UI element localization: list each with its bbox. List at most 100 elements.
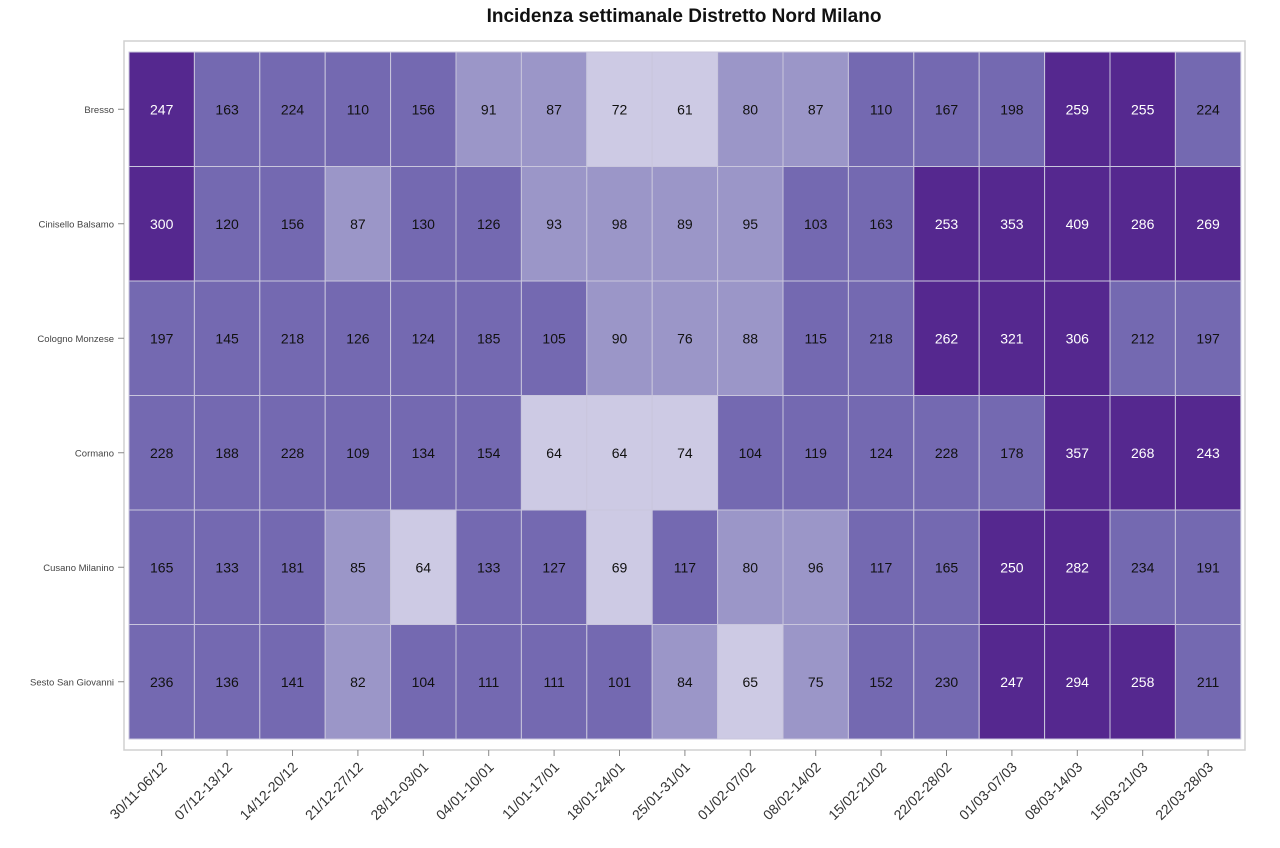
heatmap-cell [1174,395,1242,511]
cell-value-label: 85 [350,559,366,575]
cell-value-label: 218 [869,330,893,346]
cell-value-label: 75 [808,674,824,690]
heatmap-cell [128,166,195,282]
cell-value-label: 198 [1000,101,1024,117]
cell-value-label: 98 [612,216,628,232]
cell-value-label: 110 [870,101,893,117]
heatmap-cell [847,624,915,740]
heatmap-cell [259,280,326,396]
cell-value-label: 185 [477,330,501,346]
cell-value-label: 197 [1196,330,1220,346]
heatmap-cell [520,509,588,625]
cell-value-label: 191 [1196,559,1220,575]
row-label: Sesto San Giovanni [30,677,114,688]
column-labels: 30/11-06/12 07/12-13/12 14/12-20/12 21/12-2… [106,750,1216,823]
heatmap-cell [717,509,784,625]
column-label: 07/12-13/12 [171,759,235,823]
heatmap-cell [782,624,849,740]
cell-value-label: 259 [1066,101,1090,117]
cell-value-label: 218 [281,330,305,346]
heatmap-cell [128,51,195,167]
heatmap-cell [520,280,588,396]
heatmap-cell [193,624,261,740]
cell-value-label: 224 [281,101,305,117]
column-label: 11/01-17/01 [499,759,563,823]
heatmap-cell [1044,280,1111,396]
column-label: 22/03-28/03 [1152,759,1216,823]
cell-value-label: 141 [281,674,305,690]
heatmap-cell [847,51,915,167]
cell-value-label: 126 [477,216,501,232]
heatmap-cell [913,280,980,396]
cell-value-label: 409 [1066,216,1090,232]
cell-value-label: 103 [804,216,828,232]
heatmap-cell [390,624,457,740]
column-label: 15/03-21/03 [1087,759,1151,823]
cell-value-label: 181 [281,559,305,575]
cell-value-label: 87 [350,216,366,232]
chart-title: Incidenza settimanale Distretto Nord Mil… [487,6,882,27]
heatmap-cell [324,166,392,282]
heatmap-cell [193,51,261,167]
cell-value-label: 104 [739,445,763,461]
cell-value-label: 65 [743,674,759,690]
cell-value-label: 64 [612,445,628,461]
cell-value-label: 188 [215,445,239,461]
column-label: 04/01-10/01 [433,759,497,823]
cell-value-label: 130 [412,216,436,232]
cell-value-label: 88 [743,330,759,346]
cell-value-label: 211 [1197,674,1220,690]
row-label: Cusano Milanino [43,563,114,574]
cell-value-label: 353 [1000,216,1024,232]
row-label: Cologno Monzese [37,334,114,345]
heatmap-cell [324,395,392,511]
cell-value-label: 76 [677,330,693,346]
heatmap-cell [978,509,1046,625]
cell-value-label: 178 [1000,445,1024,461]
heatmap-cell [1109,509,1176,625]
cell-value-label: 167 [935,101,959,117]
heatmap-cell [782,280,849,396]
column-label: 25/01-31/01 [629,759,693,823]
heatmap-cell [324,509,392,625]
cell-value-label: 104 [412,674,436,690]
row-labels: Bresso Cinisello Balsamo Cologno Monzese Co… [30,105,124,688]
cell-value-label: 90 [612,330,628,346]
cell-value-label: 228 [150,445,174,461]
cell-value-label: 268 [1131,445,1155,461]
column-label: 28/12-03/01 [367,759,431,823]
cell-value-label: 156 [412,101,436,117]
column-label: 01/02-07/02 [694,759,758,823]
cell-value-label: 294 [1066,674,1090,690]
cell-value-label: 163 [869,216,893,232]
heatmap-cell [193,280,261,396]
cell-value-label: 134 [412,445,436,461]
heatmap-cell [1044,509,1111,625]
heatmap-cell [978,395,1046,511]
cell-value-label: 80 [743,559,759,575]
heatmap-cell [847,280,915,396]
heatmap-cell [1044,395,1111,511]
cell-value-label: 111 [478,674,499,690]
column-label: 08/02-14/02 [760,759,824,823]
row-label: Bresso [84,105,114,116]
heatmap-cell [193,166,261,282]
cell-value-label: 269 [1196,216,1220,232]
heatmap-cell [651,166,719,282]
heatmap-cell [717,280,784,396]
cell-value-label: 165 [935,559,959,575]
column-label: 15/02-21/02 [825,759,889,823]
heatmap-cell [520,51,588,167]
heatmap-cell [390,280,457,396]
heatmap-cell [259,51,326,167]
column-label: 18/01-24/01 [563,759,627,823]
cell-value-label: 253 [935,216,959,232]
cell-value-label: 93 [546,216,562,232]
heatmap-cell [1109,395,1176,511]
cell-value-label: 110 [347,101,370,117]
heatmap-cell [651,509,719,625]
heatmap-cell [259,166,326,282]
cell-value-label: 145 [215,330,239,346]
cell-value-label: 72 [612,101,628,117]
heatmap-cell [259,624,326,740]
